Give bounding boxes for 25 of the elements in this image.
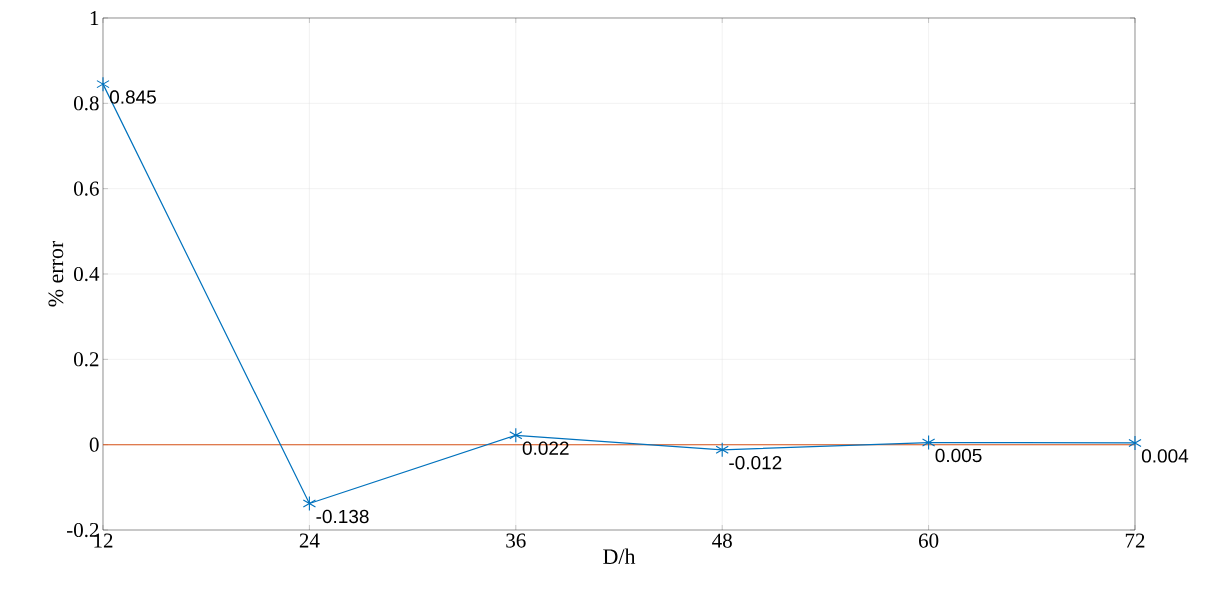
y-tick-label: 0: [89, 437, 99, 452]
data-label: 0.845: [109, 90, 156, 104]
point: [1128, 435, 1142, 451]
data-label: -0.012: [729, 455, 782, 470]
x-tick-label: 24: [299, 533, 320, 548]
y-tick-label: 0.8: [74, 96, 99, 111]
data-label: 0.005: [935, 448, 982, 463]
data-label: 0.004: [1141, 449, 1189, 463]
point: [715, 442, 729, 458]
point: [921, 434, 936, 451]
y-tick-label: 1: [90, 11, 99, 25]
y-axis-title: % error: [48, 240, 64, 307]
x-axis-title: D/h: [603, 548, 636, 565]
data-label: 0.022: [522, 441, 569, 455]
point: [509, 427, 523, 443]
y-tick-label: 0.4: [74, 266, 100, 282]
x-tick-label: 48: [712, 533, 732, 548]
x-tick-label: 72: [1125, 533, 1145, 548]
point: [96, 76, 110, 92]
y-tick-label: 0.6: [74, 181, 99, 196]
y-tick-label: 0.2: [74, 352, 99, 367]
data-label: -0.138: [316, 509, 369, 524]
point: [302, 496, 317, 512]
x-tick-label: 36: [506, 533, 526, 548]
x-tick-label: 60: [919, 533, 939, 548]
